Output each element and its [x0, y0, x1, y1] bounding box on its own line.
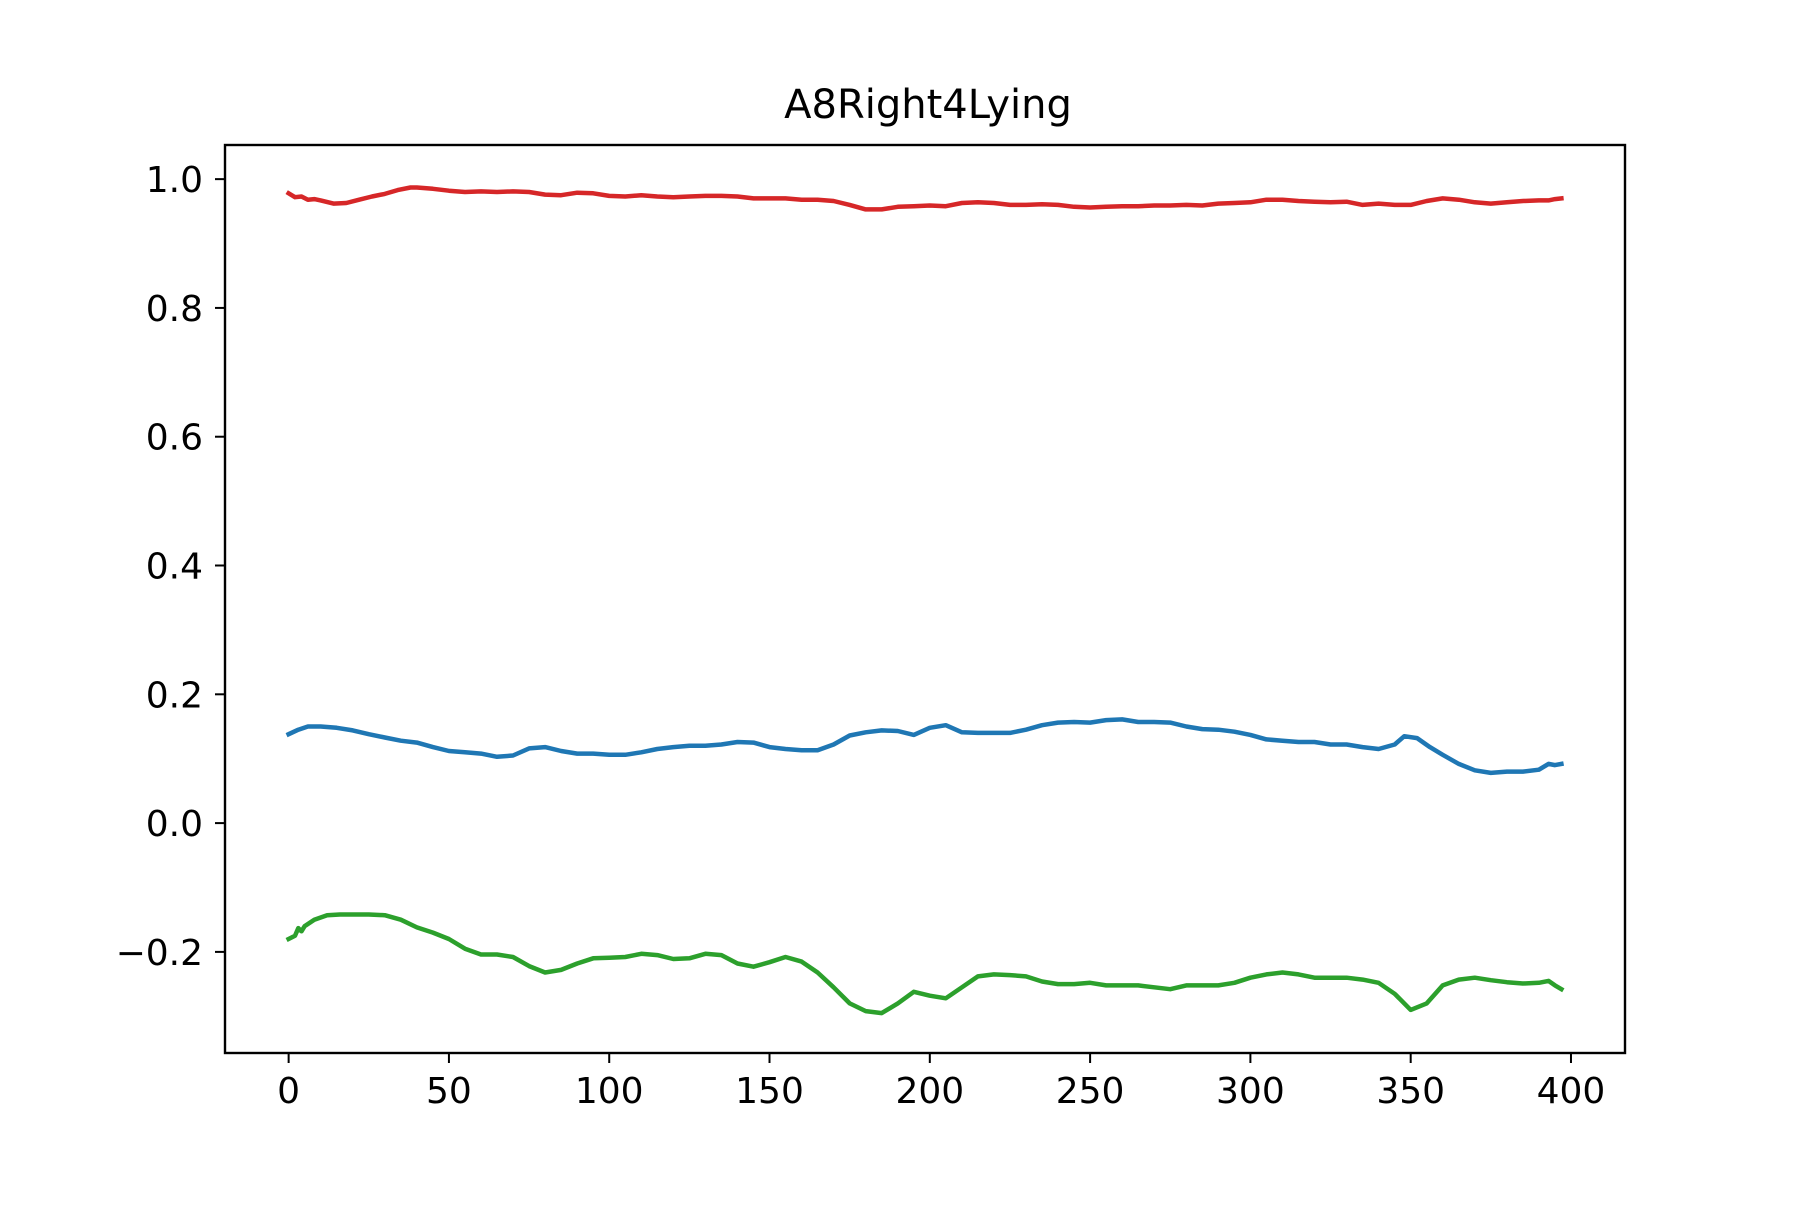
x-tick-label: 400: [1537, 1071, 1606, 1112]
series-line-3: [285, 912, 1565, 1016]
x-axis: 0 50 100 150 200 250 300 350 400: [277, 1053, 1605, 1112]
series-line-1: [285, 185, 1564, 212]
x-tick-label: 350: [1376, 1071, 1445, 1112]
y-tick-label: 1.0: [146, 160, 203, 201]
x-tick-label: 300: [1216, 1071, 1285, 1112]
x-tick-label: 150: [735, 1071, 804, 1112]
series-layer: [285, 185, 1565, 1016]
x-tick-label: 100: [575, 1071, 644, 1112]
y-tick-label: 0.8: [146, 289, 203, 330]
x-tick-label: 0: [277, 1071, 300, 1112]
y-tick-label: 0.4: [146, 547, 203, 588]
y-axis: 1.0 0.8 0.6 0.4 0.2 0.0 −0.2: [116, 160, 225, 974]
series-line-2: [285, 717, 1565, 776]
y-tick-label: 0.0: [146, 804, 203, 845]
y-tick-label: 0.6: [146, 418, 203, 459]
plot-area-frame: [223, 143, 1627, 1055]
x-tick-label: 250: [1056, 1071, 1125, 1112]
chart-title: A8Right4Lying: [784, 82, 1072, 128]
y-tick-label: 0.2: [146, 675, 203, 716]
x-tick-label: 200: [895, 1071, 964, 1112]
x-tick-label: 50: [426, 1071, 472, 1112]
y-tick-label: −0.2: [116, 933, 203, 974]
